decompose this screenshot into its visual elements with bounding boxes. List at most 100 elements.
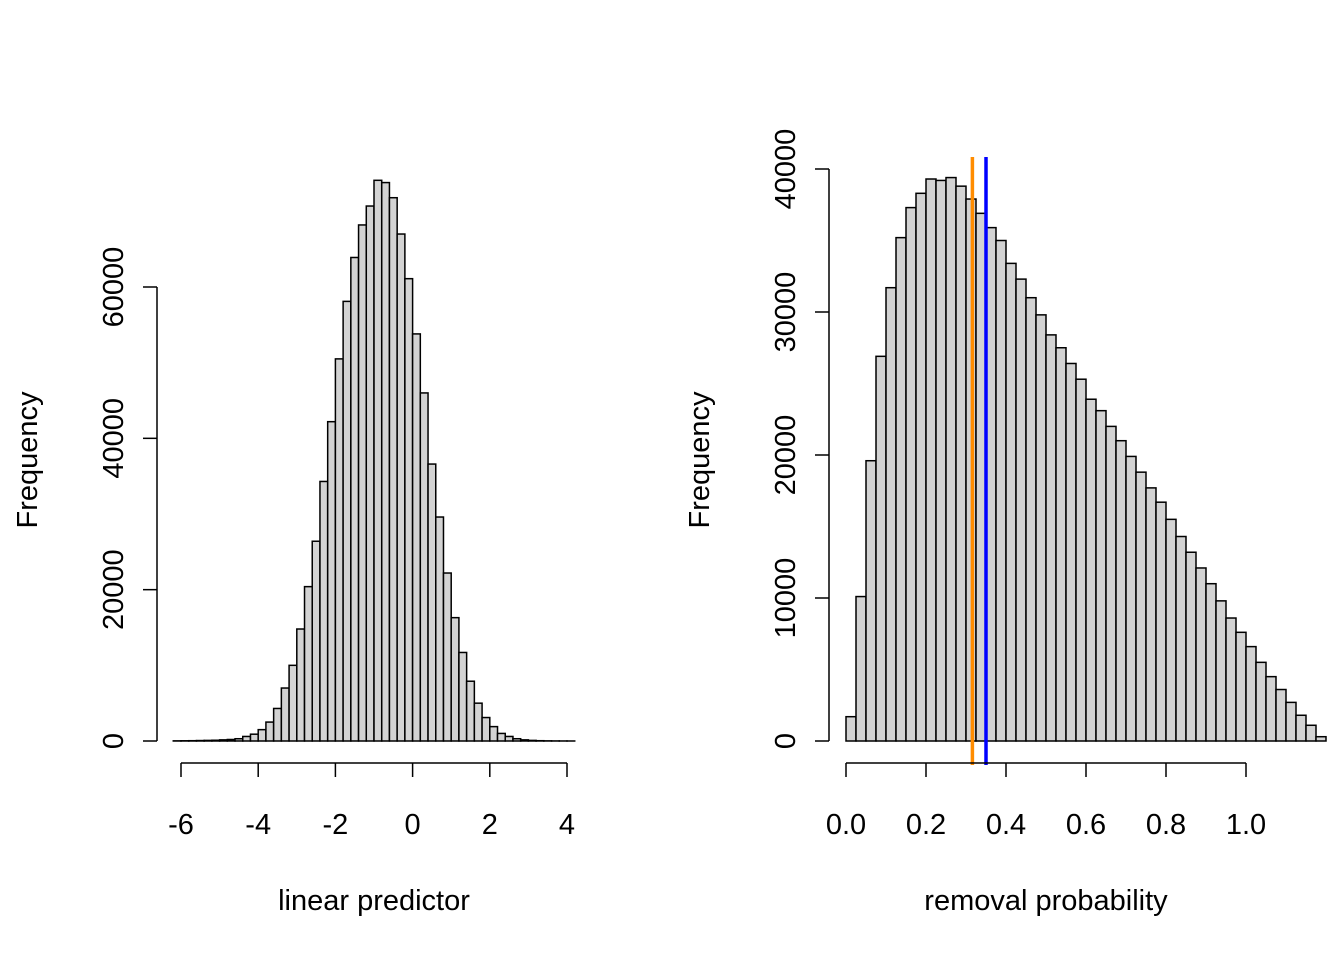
- right-x-tick-label: 1.0: [1226, 809, 1266, 841]
- right-histogram-bar: [945, 176, 957, 742]
- left-histogram-bar: [373, 179, 383, 742]
- right-x-tick-label: 0.8: [1146, 809, 1186, 841]
- right-y-tick-label: 10000: [770, 558, 802, 639]
- left-histogram-bar: [435, 516, 445, 742]
- left-histogram-bar: [242, 735, 252, 742]
- right-histogram-bar: [855, 595, 867, 742]
- right-histogram-bar: [955, 185, 967, 742]
- right-histogram-bar: [995, 239, 1007, 742]
- left-x-tick-label: -6: [168, 809, 194, 841]
- left-histogram-bar: [334, 358, 344, 742]
- left-histogram-bar: [450, 616, 460, 742]
- left-histogram-bar: [380, 181, 391, 742]
- right-reference-lines: [970, 157, 988, 765]
- right-histogram-bar: [935, 179, 947, 742]
- right-histogram-bar: [1275, 688, 1287, 742]
- right-y-axis-label: Frequency: [684, 391, 716, 529]
- left-histogram-bar: [357, 224, 368, 742]
- right-histogram-bar: [1125, 455, 1137, 742]
- left-histogram-bar: [489, 725, 499, 742]
- left-histogram-bar: [326, 420, 337, 742]
- right-histogram-bar: [1065, 362, 1077, 742]
- left-histogram-bar: [218, 739, 229, 742]
- left-histogram-bar: [473, 702, 483, 742]
- right-histogram-bar: [1095, 409, 1107, 742]
- left-histogram-bar: [288, 664, 298, 742]
- left-bars: [172, 179, 576, 742]
- right-histogram-bar: [1165, 518, 1177, 742]
- right-x-axis: 0.0 0.2 0.4 0.6 0.8 1.0: [826, 762, 1266, 841]
- right-x-tick-label: 0.4: [986, 809, 1026, 841]
- left-x-tick-label: 0: [405, 809, 421, 841]
- right-y-tick-label: 20000: [770, 415, 802, 496]
- right-histogram-bar: [1285, 701, 1297, 742]
- right-x-tick-label: 0.2: [906, 809, 946, 841]
- left-y-tick-label: 0: [98, 733, 130, 749]
- left-x-tick-label: 2: [482, 809, 498, 841]
- left-x-axis: -6 -4 -2 0 2 4: [168, 762, 575, 841]
- left-histogram-bar: [411, 333, 422, 742]
- left-histogram-bar: [527, 739, 537, 742]
- chart-removal-probability: 0.0 0.2 0.4 0.6 0.8 1.0 0 10000 20000 30000 40000…: [684, 129, 1327, 917]
- left-histogram-bar: [280, 687, 290, 742]
- right-histogram-bar: [845, 715, 857, 742]
- right-histogram-bar: [1155, 501, 1167, 742]
- right-histogram-bar: [1185, 551, 1197, 742]
- right-y-tick-label: 0: [770, 733, 802, 749]
- left-histogram-bar: [365, 205, 375, 742]
- right-histogram-bar: [865, 459, 877, 742]
- right-histogram-bar: [1085, 398, 1097, 742]
- right-histogram-bar: [1195, 567, 1207, 742]
- right-x-tick-label: 0.6: [1066, 809, 1106, 841]
- left-histogram-bar: [388, 196, 398, 742]
- right-histogram-bar: [1015, 278, 1027, 742]
- left-histogram-bar: [303, 585, 313, 742]
- left-histogram-bar: [257, 728, 267, 742]
- left-x-tick-label: -2: [323, 809, 349, 841]
- right-histogram-bar: [905, 206, 917, 742]
- left-y-tick-label: 40000: [98, 398, 130, 479]
- left-y-axis: 0 20000 40000 60000: [98, 247, 158, 749]
- right-histogram-bar: [1295, 714, 1307, 742]
- right-histogram-bar: [1225, 617, 1237, 742]
- right-histogram-bar: [1245, 645, 1257, 742]
- left-histogram-bar: [427, 463, 437, 742]
- chart-linear-predictor: -6 -4 -2 0 2 4 0 20000 40000 60000 linear predic…: [12, 179, 576, 917]
- left-histogram-bar: [404, 277, 414, 742]
- right-x-tick-label: 0.0: [826, 809, 866, 841]
- left-histogram-bar: [211, 739, 221, 742]
- right-histogram-bar: [1035, 314, 1047, 742]
- left-histogram-bar: [512, 737, 522, 742]
- left-x-axis-label: linear predictor: [278, 885, 470, 917]
- right-histogram-bar: [1005, 262, 1017, 742]
- left-histogram-bar: [419, 392, 429, 742]
- right-histogram-bar: [1145, 487, 1157, 742]
- right-y-axis: 0 10000 20000 30000 40000: [770, 129, 830, 749]
- right-histogram-bar: [875, 355, 887, 742]
- right-histogram-bar: [1175, 535, 1187, 742]
- right-histogram-bar: [1265, 675, 1277, 742]
- left-histogram-bar: [234, 737, 244, 742]
- right-histogram-bar: [1045, 334, 1057, 742]
- right-histogram-bar: [1025, 296, 1037, 742]
- left-histogram-bar: [504, 735, 514, 742]
- left-y-tick-label: 60000: [98, 247, 130, 328]
- right-histogram-bar: [1135, 471, 1147, 742]
- right-histogram-bar: [1255, 661, 1267, 742]
- right-histogram-bar: [1205, 582, 1217, 742]
- right-histogram-bar: [1105, 425, 1117, 742]
- right-histogram-bar: [925, 178, 937, 742]
- left-histogram-bar: [272, 707, 283, 742]
- left-histogram-bar: [396, 233, 406, 742]
- left-histogram-bar: [496, 732, 506, 742]
- right-histogram-bar: [1315, 735, 1327, 742]
- left-histogram-bar: [519, 739, 530, 742]
- right-y-tick-label: 40000: [770, 129, 802, 210]
- left-histogram-bar: [350, 256, 360, 742]
- right-histogram-bar: [885, 286, 897, 742]
- right-y-tick-label: 30000: [770, 272, 802, 353]
- left-x-tick-label: 4: [559, 809, 575, 841]
- left-y-axis-label: Frequency: [12, 391, 44, 529]
- left-x-tick-label: -4: [245, 809, 271, 841]
